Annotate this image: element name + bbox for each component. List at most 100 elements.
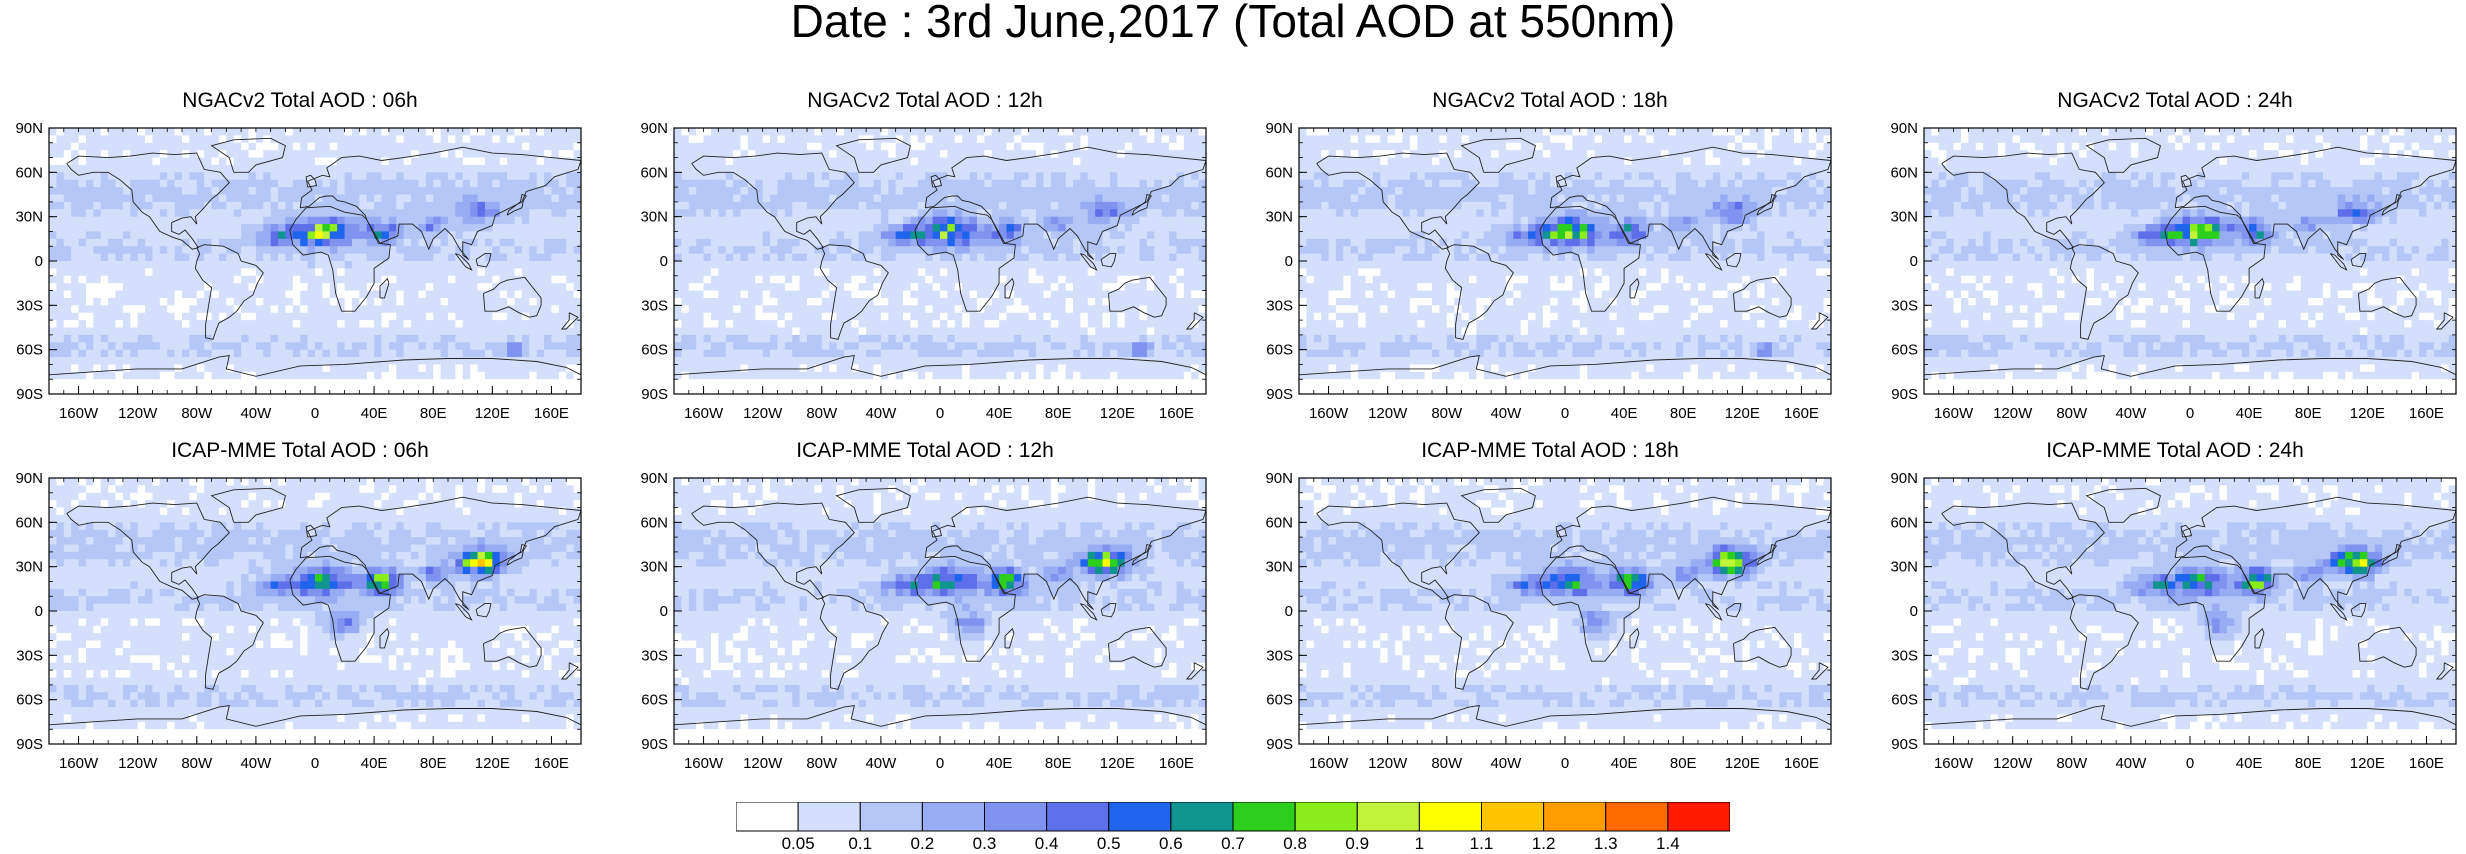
lon-tick-label: 80W: [806, 755, 838, 772]
lon-tick-label: 80W: [2056, 755, 2088, 772]
colorbar-label: 0.2: [911, 834, 935, 854]
lon-tick-label: 0: [311, 405, 319, 422]
lon-tick-label: 120E: [1725, 755, 1760, 772]
lat-tick-label: 30N: [640, 559, 668, 576]
colorbar-label: 0.1: [848, 834, 872, 854]
colorbar-label: 0.9: [1345, 834, 1369, 854]
lon-tick-label: 0: [1561, 755, 1569, 772]
lat-tick-label: 60S: [16, 692, 43, 709]
lat-tick-label: 60N: [1265, 164, 1293, 181]
lon-tick-label: 40W: [1490, 755, 1522, 772]
colorbar-swatch: [1171, 802, 1233, 831]
lon-tick-label: 0: [311, 755, 319, 772]
colorbar-label: 1: [1415, 834, 1424, 854]
colorbar-swatch: [922, 802, 984, 831]
lat-tick-label: 30N: [1265, 559, 1293, 576]
lat-tick-label: 90N: [15, 470, 43, 487]
lon-tick-label: 160W: [1934, 405, 1974, 422]
colorbar-swatch: [1668, 802, 1730, 831]
aod-field: [49, 128, 582, 395]
lat-tick-label: 90N: [15, 120, 43, 137]
colorbar-swatch: [985, 802, 1047, 831]
lon-tick-label: 40E: [361, 755, 388, 772]
lon-tick-label: 120W: [1993, 755, 2033, 772]
lon-tick-label: 80E: [1045, 755, 1072, 772]
lon-tick-label: 80W: [1431, 405, 1463, 422]
lon-tick-label: 160E: [1784, 755, 1819, 772]
lon-tick-label: 160E: [534, 755, 569, 772]
aod-field: [1299, 478, 1832, 745]
lon-tick-label: 120E: [475, 405, 510, 422]
lon-tick-label: 40W: [240, 755, 272, 772]
lat-tick-label: 30S: [641, 647, 668, 664]
lon-tick-label: 40W: [240, 405, 272, 422]
lat-tick-label: 60N: [640, 514, 668, 531]
lon-tick-label: 80W: [1431, 755, 1463, 772]
lon-tick-label: 120E: [1100, 405, 1135, 422]
lon-tick-label: 40W: [1490, 405, 1522, 422]
lat-tick-label: 60S: [1266, 692, 1293, 709]
colorbar-label: 0.8: [1283, 834, 1307, 854]
lon-tick-label: 40W: [865, 755, 897, 772]
lat-tick-label: 90S: [1891, 386, 1918, 403]
lon-tick-label: 80E: [1045, 405, 1072, 422]
aod-field: [49, 478, 582, 745]
lon-tick-label: 160E: [1159, 405, 1194, 422]
lat-tick-label: 30N: [1265, 209, 1293, 226]
figure-title: Date : 3rd June,2017 (Total AOD at 550nm…: [0, 0, 2466, 49]
lon-tick-label: 80W: [2056, 405, 2088, 422]
lat-tick-label: 60S: [1891, 342, 1918, 359]
lat-tick-label: 30S: [1891, 297, 1918, 314]
lon-tick-label: 40W: [2115, 405, 2147, 422]
lat-tick-label: 0: [1285, 603, 1293, 620]
lat-tick-label: 30S: [1266, 297, 1293, 314]
colorbar-label: 0.6: [1159, 834, 1183, 854]
lon-tick-label: 80W: [181, 755, 213, 772]
lon-tick-label: 0: [936, 755, 944, 772]
lon-tick-label: 40E: [2236, 755, 2263, 772]
lon-tick-label: 160W: [59, 755, 99, 772]
lon-tick-label: 40E: [986, 755, 1013, 772]
lat-tick-label: 90S: [16, 386, 43, 403]
lon-tick-label: 0: [1561, 405, 1569, 422]
lat-tick-label: 0: [660, 603, 668, 620]
lat-tick-label: 30N: [1890, 559, 1918, 576]
lon-tick-label: 160E: [534, 405, 569, 422]
lat-tick-label: 60N: [15, 514, 43, 531]
lon-tick-label: 80E: [1670, 755, 1697, 772]
lat-tick-label: 90N: [640, 470, 668, 487]
colorbar-swatch: [1047, 802, 1109, 831]
colorbar-label: 0.3: [973, 834, 997, 854]
lat-tick-label: 30S: [1891, 647, 1918, 664]
colorbar: [736, 802, 1730, 832]
colorbar-swatch: [1357, 802, 1419, 831]
lon-tick-label: 160W: [1309, 755, 1349, 772]
aod-field: [674, 478, 1207, 745]
colorbar-swatch: [1544, 802, 1606, 831]
lat-tick-label: 90N: [1265, 470, 1293, 487]
colorbar-label: 1.4: [1656, 834, 1680, 854]
colorbar-swatch: [1233, 802, 1295, 831]
lat-tick-label: 0: [1910, 603, 1918, 620]
colorbar-label: 0.4: [1035, 834, 1059, 854]
lat-tick-label: 30S: [16, 647, 43, 664]
colorbar-swatch: [1606, 802, 1668, 831]
lon-tick-label: 120W: [118, 405, 158, 422]
lat-tick-label: 90N: [640, 120, 668, 137]
colorbar-swatch: [1109, 802, 1171, 831]
lon-tick-label: 40W: [2115, 755, 2147, 772]
colorbar-swatch: [1295, 802, 1357, 831]
lon-tick-label: 80E: [2295, 405, 2322, 422]
